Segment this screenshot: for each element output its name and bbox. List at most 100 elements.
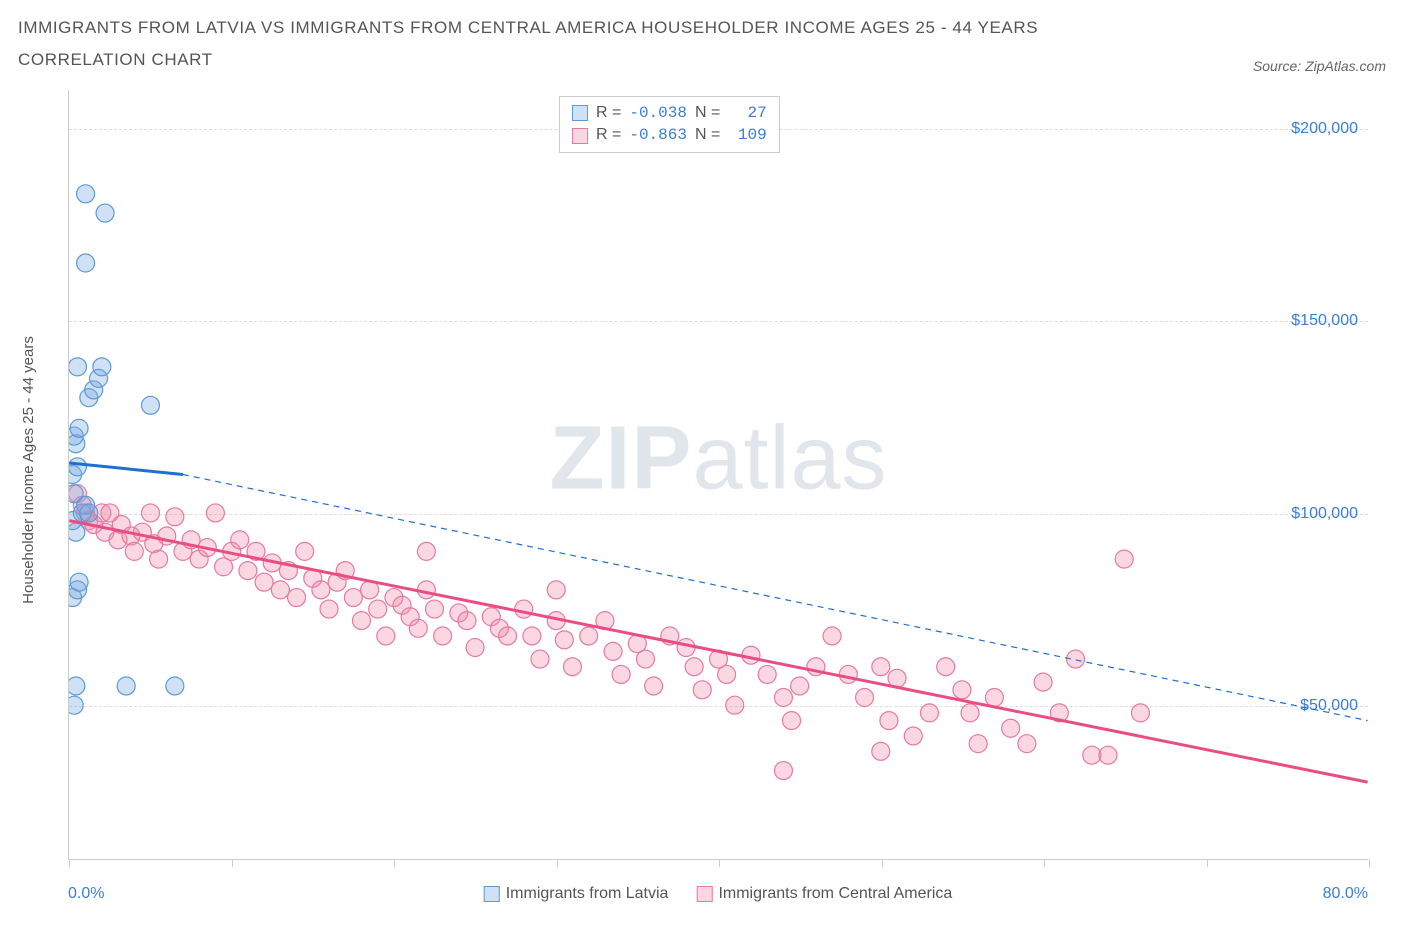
scatter-point (142, 504, 160, 522)
scatter-point (142, 396, 160, 414)
scatter-point (953, 681, 971, 699)
scatter-point (791, 677, 809, 695)
legend-swatch-latvia-bottom (484, 886, 500, 902)
scatter-point (961, 704, 979, 722)
scatter-point (515, 600, 533, 618)
scatter-point (1034, 673, 1052, 691)
scatter-point (563, 658, 581, 676)
plot-area: ZIPatlas R = -0.038 N = 27 R = -0.863 N … (68, 90, 1368, 860)
scatter-point (1018, 735, 1036, 753)
series-name-central-america: Immigrants from Central America (718, 885, 952, 903)
scatter-point (296, 542, 314, 560)
scatter-point (985, 689, 1003, 707)
x-tick (394, 859, 395, 867)
scatter-point (271, 581, 289, 599)
legend-n-label: N = (695, 102, 720, 124)
legend-r-label: R = (596, 102, 621, 124)
scatter-point (255, 573, 273, 591)
x-tick (232, 859, 233, 867)
scatter-point (783, 712, 801, 730)
legend-ca-n: 109 (728, 124, 766, 146)
scatter-point (523, 627, 541, 645)
scatter-point (417, 542, 435, 560)
x-tick (1044, 859, 1045, 867)
legend-r-label: R = (596, 124, 621, 146)
y-axis-label: Householder Income Ages 25 - 44 years (20, 336, 37, 604)
scatter-point (920, 704, 938, 722)
scatter-point (125, 542, 143, 560)
scatter-point (344, 589, 362, 607)
scatter-point (580, 627, 598, 645)
scatter-point (377, 627, 395, 645)
scatter-point (604, 642, 622, 660)
scatter-point (352, 612, 370, 630)
scatter-point (96, 204, 114, 222)
scatter-point (434, 627, 452, 645)
scatter-point (774, 762, 792, 780)
trend-line-central-america (69, 521, 1367, 782)
scatter-point (77, 254, 95, 272)
scatter-point (693, 681, 711, 699)
scatter-point (166, 508, 184, 526)
scatter-point (466, 639, 484, 657)
x-tick (69, 859, 70, 867)
series-legend-latvia: Immigrants from Latvia (484, 885, 669, 903)
scatter-point (1131, 704, 1149, 722)
scatter-point (1099, 746, 1117, 764)
scatter-point (636, 650, 654, 668)
correlation-legend-box: R = -0.038 N = 27 R = -0.863 N = 109 (559, 96, 780, 153)
scatter-point (880, 712, 898, 730)
scatter-point (288, 589, 306, 607)
x-tick (1369, 859, 1370, 867)
chart-container: Householder Income Ages 25 - 44 years ZI… (18, 90, 1388, 910)
scatter-point (872, 658, 890, 676)
scatter-point (93, 358, 111, 376)
x-axis-min-label: 0.0% (68, 885, 104, 903)
legend-swatch-latvia (572, 105, 588, 121)
x-tick (1207, 859, 1208, 867)
series-name-latvia: Immigrants from Latvia (506, 885, 669, 903)
scatter-point (547, 581, 565, 599)
scatter-point (239, 562, 257, 580)
scatter-point (69, 358, 86, 376)
scatter-point (369, 600, 387, 618)
scatter-point (426, 600, 444, 618)
scatter-point (758, 665, 776, 683)
scatter-point (409, 619, 427, 637)
scatter-point (823, 627, 841, 645)
scatter-point (499, 627, 517, 645)
legend-latvia-r: -0.038 (629, 102, 687, 124)
scatter-point (69, 458, 86, 476)
scatter-point (70, 419, 88, 437)
scatter-point (1083, 746, 1101, 764)
chart-title-line1: IMMIGRANTS FROM LATVIA VS IMMIGRANTS FRO… (18, 12, 1388, 44)
scatter-point (117, 677, 135, 695)
scatter-point (718, 665, 736, 683)
x-tick (882, 859, 883, 867)
scatter-point (856, 689, 874, 707)
scatter-point (839, 665, 857, 683)
x-tick (719, 859, 720, 867)
scatter-point (206, 504, 224, 522)
scatter-point (320, 600, 338, 618)
scatter-point (166, 677, 184, 695)
scatter-point (69, 485, 83, 503)
scatter-svg (69, 90, 1368, 859)
scatter-point (231, 531, 249, 549)
scatter-point (77, 185, 95, 203)
scatter-point (937, 658, 955, 676)
scatter-point (1002, 719, 1020, 737)
scatter-point (150, 550, 168, 568)
scatter-point (904, 727, 922, 745)
series-legend-central-america: Immigrants from Central America (696, 885, 952, 903)
legend-swatch-ca-bottom (696, 886, 712, 902)
scatter-point (685, 658, 703, 676)
scatter-point (458, 612, 476, 630)
scatter-point (69, 677, 85, 695)
scatter-point (531, 650, 549, 668)
legend-ca-r: -0.863 (629, 124, 687, 146)
scatter-point (969, 735, 987, 753)
scatter-point (312, 581, 330, 599)
series-legend: Immigrants from Latvia Immigrants from C… (484, 885, 953, 903)
source-attribution: Source: ZipAtlas.com (1253, 58, 1386, 74)
